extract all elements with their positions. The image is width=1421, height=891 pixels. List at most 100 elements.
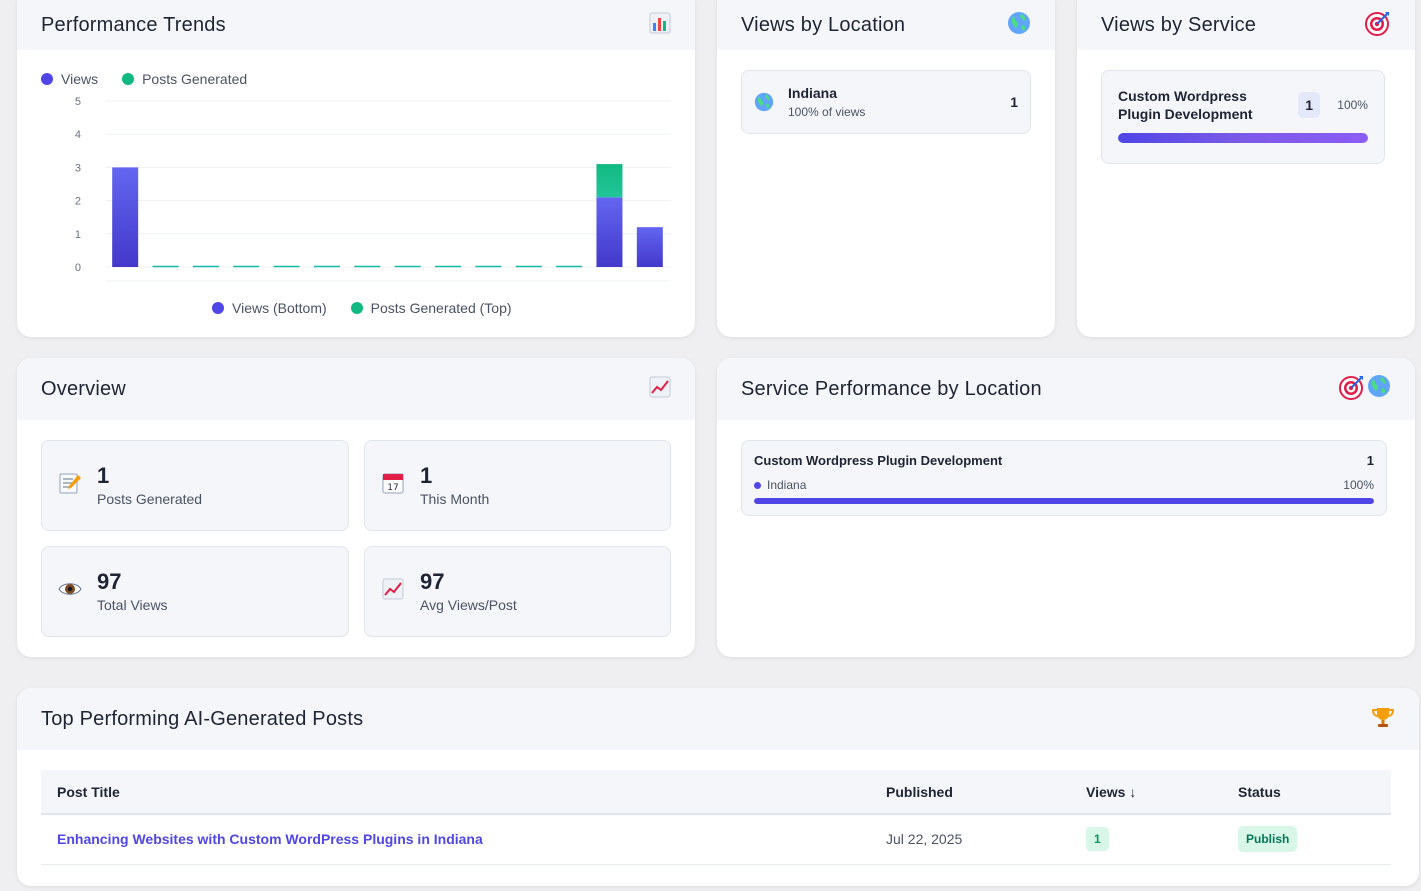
bar-posts-generated[interactable] (596, 164, 623, 198)
post-title-cell: Enhancing Websites with Custom WordPress… (41, 814, 870, 865)
overview-card: Overview 1 Posts Generated (17, 358, 695, 657)
bar-chart-icon (649, 12, 671, 38)
location-dot (754, 481, 761, 489)
post-views-cell: 1 (1070, 814, 1222, 865)
header-icons (1339, 374, 1391, 404)
y-tick-label: 0 (75, 262, 81, 274)
post-status-cell: Publish (1222, 814, 1391, 865)
legend-label: Posts Generated (142, 71, 248, 87)
legend-item-views[interactable]: Views (41, 71, 98, 87)
target-icon (1339, 374, 1365, 404)
stat-posts-generated: 1 Posts Generated (41, 440, 349, 531)
legend-item-posts-generated-top[interactable]: Posts Generated (Top) (350, 300, 512, 316)
views-by-location-title: Views by Location (741, 13, 906, 36)
eye-icon (58, 577, 82, 607)
card-header: Performance Trends (17, 0, 695, 50)
globe-icon (1367, 374, 1391, 404)
overview-title: Overview (41, 377, 126, 400)
service-name: Custom Wordpress Plugin Development (1118, 88, 1253, 123)
column-header-published[interactable]: Published (870, 770, 1070, 815)
stat-content: 97 Avg Views/Post (420, 569, 517, 613)
legend-item-posts-generated[interactable]: Posts Generated (122, 71, 247, 87)
service-performance-title: Service Performance by Location (741, 377, 1042, 400)
views-by-location-card: Views by Location Indiana 100% of views … (717, 0, 1055, 337)
legend-label: Posts Generated (Top) (370, 300, 512, 316)
stat-label: This Month (420, 490, 490, 507)
status-badge: Publish (1238, 826, 1298, 853)
column-header-post-title[interactable]: Post Title (41, 770, 870, 815)
location-name: Indiana (788, 85, 838, 101)
stat-label: Avg Views/Post (420, 596, 517, 613)
service-location-item[interactable]: Custom Wordpress Plugin Development 1 In… (741, 440, 1387, 516)
y-tick-label: 2 (75, 196, 81, 208)
card-header: Overview (17, 358, 695, 420)
legend-dot (350, 302, 363, 314)
svg-text:17: 17 (387, 483, 398, 493)
card-header: Top Performing AI-Generated Posts (17, 688, 1419, 750)
y-tick-label: 3 (75, 162, 81, 174)
table-header-row: Post Title Published Views ↓ Status (41, 770, 1391, 815)
views-by-service-title: Views by Service (1101, 13, 1257, 36)
location-info: Indiana 100% of views (788, 85, 1010, 119)
legend-dot (212, 302, 224, 314)
overview-stats: 1 Posts Generated 17 1 This Month (41, 440, 671, 637)
legend-dot (41, 73, 53, 85)
bar-views[interactable] (636, 227, 663, 267)
location-item[interactable]: Indiana 100% of views 1 (741, 70, 1031, 134)
service-location-service: Custom Wordpress Plugin Development (754, 453, 1003, 468)
stat-avg-views-per-post: 97 Avg Views/Post (364, 546, 671, 637)
service-row: Custom Wordpress Plugin Development 1 10… (1118, 87, 1368, 123)
table-row: Enhancing Websites with Custom WordPress… (41, 814, 1391, 865)
y-tick-label: 4 (75, 129, 81, 141)
service-count-badge: 1 (1298, 92, 1321, 119)
bar-views[interactable] (112, 167, 139, 267)
globe-icon (1007, 11, 1031, 39)
stat-label: Total Views (97, 596, 168, 613)
posts-table: Post Title Published Views ↓ Status Enha… (41, 770, 1391, 865)
location-count: 1 (1010, 94, 1018, 110)
service-item[interactable]: Custom Wordpress Plugin Development 1 10… (1101, 70, 1385, 164)
service-location-count: 1 (1366, 453, 1374, 468)
post-published-cell: Jul 22, 2025 (870, 814, 1070, 865)
service-location-row: Custom Wordpress Plugin Development 1 (754, 453, 1374, 468)
memo-icon (58, 471, 82, 501)
stat-content: 97 Total Views (97, 569, 168, 613)
stat-content: 1 Posts Generated (97, 464, 203, 507)
service-progress-fill (1118, 133, 1368, 144)
trophy-icon (1371, 705, 1395, 733)
chart-legend-bottom: Views (Bottom) Posts Generated (Top) (212, 300, 512, 316)
y-tick-label: 1 (75, 229, 81, 241)
legend-item-views-bottom[interactable]: Views (Bottom) (212, 300, 327, 316)
location-tag: Indiana (754, 478, 806, 492)
target-icon (1365, 10, 1391, 40)
legend-dot (122, 73, 135, 85)
stat-value: 97 (420, 569, 445, 595)
stat-value: 1 (420, 463, 433, 489)
performance-trends-title: Performance Trends (41, 13, 226, 36)
trend-up-icon (649, 376, 671, 402)
trend-up-icon (381, 578, 405, 606)
column-header-status[interactable]: Status (1222, 770, 1391, 815)
service-location-percent: 100% (1343, 478, 1374, 492)
service-progress-bar (1118, 133, 1368, 144)
service-location-progress (754, 498, 1374, 504)
top-posts-title: Top Performing AI-Generated Posts (41, 707, 364, 730)
performance-trends-chart: 0 1 2 3 4 5 (75, 96, 671, 282)
views-by-service-card: Views by Service Custom Wordpress Plugin… (1077, 0, 1415, 337)
views-badge: 1 (1086, 827, 1109, 852)
column-header-views[interactable]: Views ↓ (1070, 770, 1222, 815)
stat-total-views: 97 Total Views (41, 546, 349, 637)
stat-label: Posts Generated (97, 490, 203, 507)
post-title-link[interactable]: Enhancing Websites with Custom WordPress… (57, 831, 483, 848)
legend-label: Views (Bottom) (232, 300, 327, 316)
performance-trends-card: Performance Trends Views Posts Generated… (17, 0, 695, 337)
service-percent: 100% (1337, 98, 1368, 113)
chart-legend-top: Views Posts Generated (41, 71, 247, 87)
stat-content: 1 This Month (420, 463, 490, 507)
y-tick-label: 5 (75, 96, 81, 108)
card-header: Views by Service (1077, 0, 1415, 50)
stat-value: 97 (97, 569, 122, 595)
globe-icon (754, 92, 774, 112)
bar-views[interactable] (596, 197, 623, 267)
stat-this-month: 17 1 This Month (364, 440, 671, 531)
